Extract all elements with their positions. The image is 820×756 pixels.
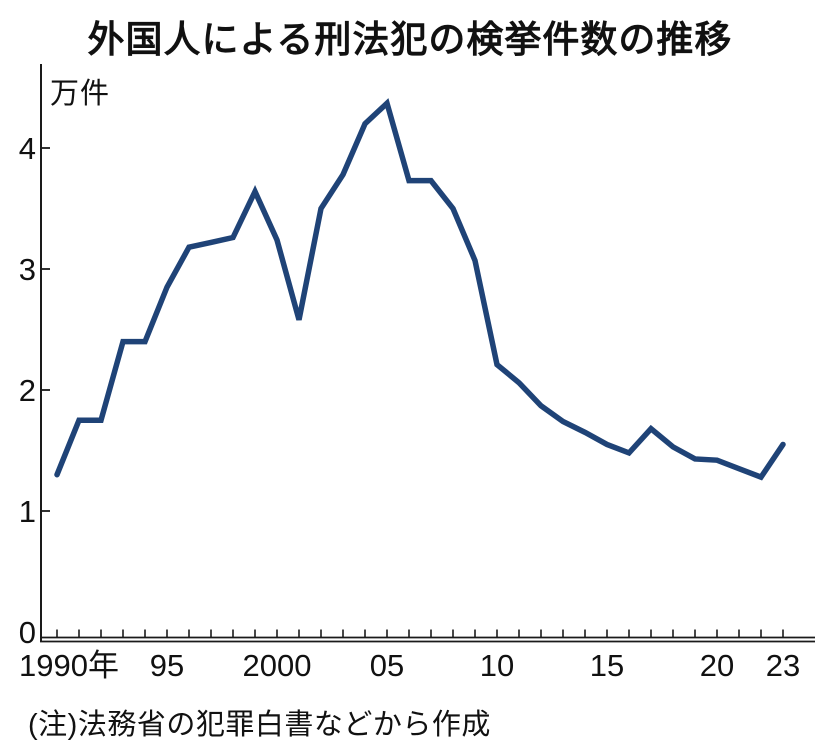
x-tick-label: 95	[150, 648, 184, 683]
y-tick-label: 0	[19, 615, 36, 650]
x-tick-label: 15	[590, 648, 624, 683]
x-tick-label: 05	[370, 648, 404, 683]
data-line	[54, 98, 786, 481]
x-tick-label: 2000	[243, 648, 312, 683]
x-tick-label: 10	[480, 648, 514, 683]
y-axis-unit-label: 万件	[50, 78, 111, 110]
y-tick-label: 2	[19, 373, 36, 408]
page-title: 外国人による刑法犯の検挙件数の推移	[87, 19, 733, 60]
y-tick-label: 1	[19, 494, 36, 529]
x-tick-label: 23	[766, 648, 800, 683]
y-tick-label: 3	[19, 252, 36, 287]
y-tick-label: 4	[19, 131, 36, 166]
source-note: (注)法務省の犯罪白書などから作成	[28, 709, 491, 741]
x-tick-label: 20	[700, 648, 734, 683]
x-tick-label: 1990年	[19, 648, 119, 683]
